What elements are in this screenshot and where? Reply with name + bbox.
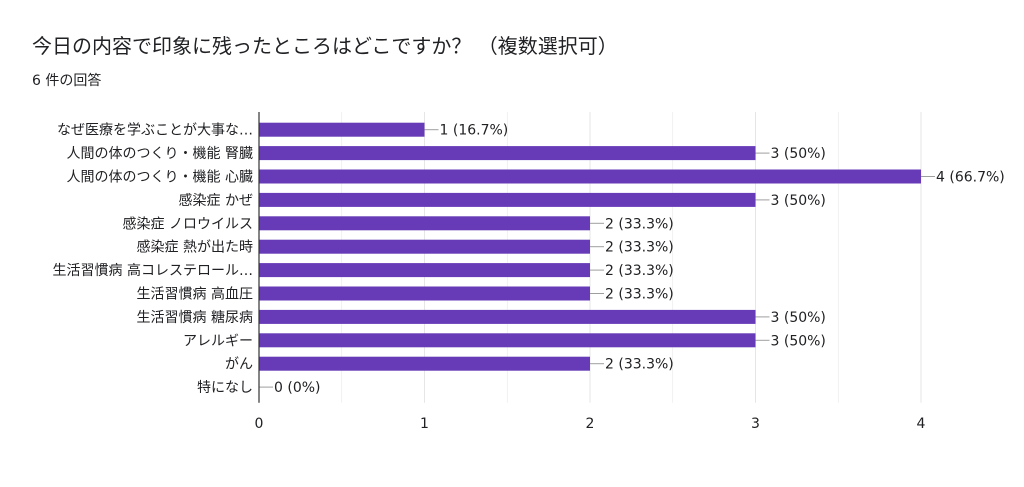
- bar[interactable]: [259, 146, 756, 161]
- x-tick-label: 2: [586, 416, 595, 432]
- x-tick-label: 1: [420, 416, 429, 432]
- bar[interactable]: [259, 286, 590, 301]
- value-label: 2 (33.3%): [605, 263, 674, 279]
- x-tick-label: 0: [255, 416, 264, 432]
- chart-title: 今日の内容で印象に残ったところはどこですか？ （複数選択可）: [32, 34, 618, 58]
- value-label: 3 (50%): [771, 333, 826, 349]
- category-label: 感染症 ノロウイルス: [123, 215, 253, 232]
- category-label: 感染症 かぜ: [179, 192, 253, 209]
- category-label: アレルギー: [183, 333, 253, 349]
- value-label: 0 (0%): [274, 380, 321, 396]
- value-label: 2 (33.3%): [605, 357, 674, 373]
- value-label: 1 (16.7%): [440, 123, 509, 139]
- bar[interactable]: [259, 239, 590, 254]
- bar[interactable]: [259, 169, 921, 184]
- category-labels: なぜ医療を学ぶことが大事な… 人間の体のつくり・機能 腎臓人間の体のつくり・機能 …: [53, 122, 253, 396]
- category-label: 生活習慣病 高コレステロール…: [53, 262, 253, 279]
- category-label: 特になし: [197, 380, 253, 396]
- category-label: 感染症 熱が出た時: [137, 239, 253, 256]
- value-label: 2 (33.3%): [605, 216, 674, 232]
- value-label: 3 (50%): [771, 310, 826, 326]
- category-label: がん: [225, 357, 253, 373]
- bars: [259, 122, 921, 371]
- x-tick-label: 4: [917, 416, 926, 432]
- value-label: 4 (66.7%): [936, 170, 1005, 186]
- value-label: 2 (33.3%): [605, 240, 674, 256]
- bar[interactable]: [259, 216, 590, 231]
- category-label: なぜ医療を学ぶことが大事な…: [57, 122, 253, 139]
- bar[interactable]: [259, 309, 756, 324]
- bar[interactable]: [259, 263, 590, 278]
- bar[interactable]: [259, 356, 590, 371]
- category-label: 人間の体のつくり・機能 心臓: [67, 170, 253, 186]
- category-label: 生活習慣病 高血圧: [137, 286, 253, 303]
- value-label: 3 (50%): [771, 193, 826, 209]
- category-label: 生活習慣病 糖尿病: [137, 309, 253, 326]
- bar[interactable]: [259, 192, 756, 207]
- value-labels: 1 (16.7%) 3 (50%) 4 (66.7%) 3 (50%) 2 (33.3%…: [259, 123, 1005, 396]
- x-tick-label: 3: [751, 416, 760, 432]
- value-label: 2 (33.3%): [605, 287, 674, 303]
- x-tick-labels: 0 1 2 3 4: [255, 416, 926, 432]
- bar[interactable]: [259, 122, 425, 137]
- value-label: 3 (50%): [771, 146, 826, 162]
- category-label: 人間の体のつくり・機能 腎臓: [67, 146, 253, 162]
- response-count: 6 件の回答: [32, 73, 102, 89]
- bar[interactable]: [259, 333, 756, 348]
